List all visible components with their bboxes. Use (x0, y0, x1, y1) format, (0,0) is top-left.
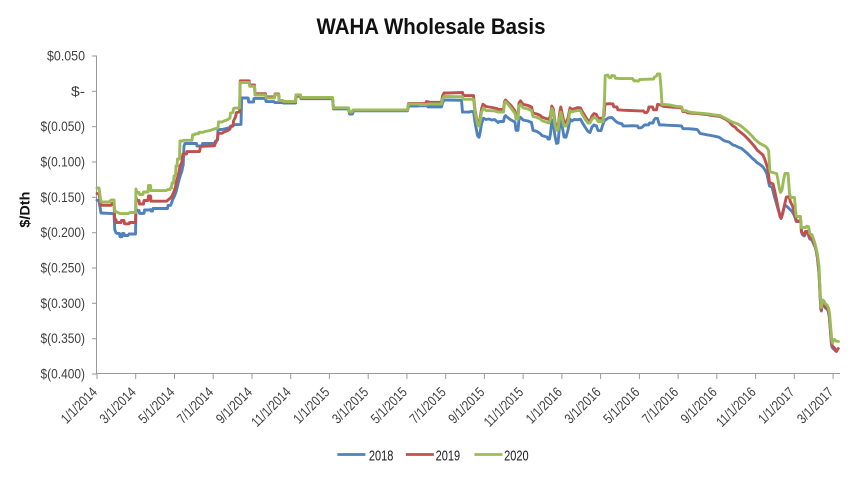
svg-text:$0.050: $0.050 (47, 48, 85, 64)
svg-text:$(0.350): $(0.350) (41, 330, 86, 346)
svg-text:$/Dth: $/Dth (17, 192, 33, 228)
svg-text:2019: 2019 (436, 447, 461, 464)
svg-text:2020: 2020 (504, 447, 528, 464)
svg-text:$(0.300): $(0.300) (41, 295, 86, 311)
svg-text:$(0.400): $(0.400) (41, 366, 86, 382)
svg-text:$(0.100): $(0.100) (41, 154, 86, 170)
svg-text:$(0.150): $(0.150) (41, 189, 86, 205)
svg-text:$-: $- (71, 83, 85, 99)
svg-text:$(0.250): $(0.250) (41, 260, 86, 276)
svg-text:2018: 2018 (369, 447, 394, 464)
svg-text:$(0.050): $(0.050) (41, 118, 86, 134)
svg-text:WAHA Wholesale Basis: WAHA Wholesale Basis (317, 14, 546, 39)
svg-text:$(0.200): $(0.200) (41, 224, 86, 240)
